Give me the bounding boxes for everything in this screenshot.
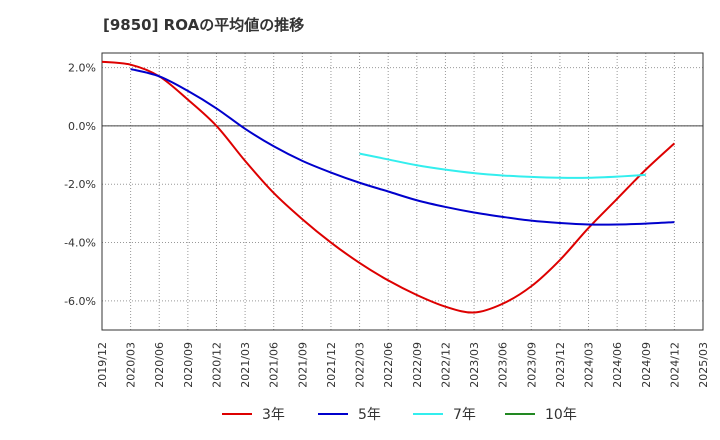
y-tick-label: 0.0% [68, 120, 96, 133]
x-tick-label: 2022/03 [354, 342, 367, 388]
x-tick-label: 2021/12 [325, 342, 338, 388]
x-tick-label: 2024/12 [668, 342, 681, 388]
legend-swatch [413, 413, 443, 415]
x-tick-label: 2019/12 [96, 342, 109, 388]
x-tick-label: 2023/06 [497, 342, 510, 388]
x-tick-label: 2020/09 [182, 342, 195, 388]
legend-label: 7年 [453, 407, 476, 423]
legend-item: 10年 [505, 402, 577, 426]
x-tick-label: 2024/06 [611, 342, 624, 388]
chart-title: [9850] ROAの平均値の推移 [103, 16, 305, 34]
legend-label: 3年 [262, 407, 285, 423]
legend-item: 7年 [413, 402, 476, 426]
legend-label: 10年 [545, 407, 577, 423]
x-tick-label: 2025/03 [697, 342, 710, 388]
x-tick-label: 2020/03 [125, 342, 138, 388]
legend-item: 5年 [318, 402, 381, 426]
x-tick-label: 2024/09 [640, 342, 653, 388]
x-tick-label: 2022/09 [411, 342, 424, 388]
x-tick-label: 2021/03 [239, 342, 252, 388]
x-tick-label: 2020/06 [153, 342, 166, 388]
legend-swatch [318, 413, 348, 415]
x-tick-label: 2022/12 [439, 342, 452, 388]
x-tick-label: 2022/06 [382, 342, 395, 388]
x-tick-label: 2023/09 [525, 342, 538, 388]
x-tick-label: 2020/12 [210, 342, 223, 388]
plot-border [101, 52, 704, 331]
x-tick-label: 2023/03 [468, 342, 481, 388]
y-tick-label: 2.0% [68, 62, 96, 75]
x-tick-label: 2024/03 [583, 342, 596, 388]
y-tick-label: -4.0% [64, 237, 96, 250]
series-line-1 [101, 60, 676, 314]
y-tick-label: -2.0% [64, 178, 96, 191]
series-line-3 [359, 152, 646, 179]
x-tick-label: 2021/09 [296, 342, 309, 388]
series-line-2 [130, 68, 675, 226]
legend-swatch [222, 413, 252, 415]
x-tick-label: 2021/06 [268, 342, 281, 388]
line-chart: 2.0% 0.0% -2.0% -4.0% -6.0% 2019/12 2020/03 202… [64, 52, 710, 388]
legend-label: 5年 [358, 407, 381, 423]
chart-legend: 3年 5年 7年 10年 [0, 402, 720, 426]
legend-item: 3年 [222, 402, 285, 426]
x-tick-label: 2023/12 [554, 342, 567, 388]
y-tick-label: -6.0% [64, 295, 96, 308]
legend-swatch [505, 413, 535, 415]
